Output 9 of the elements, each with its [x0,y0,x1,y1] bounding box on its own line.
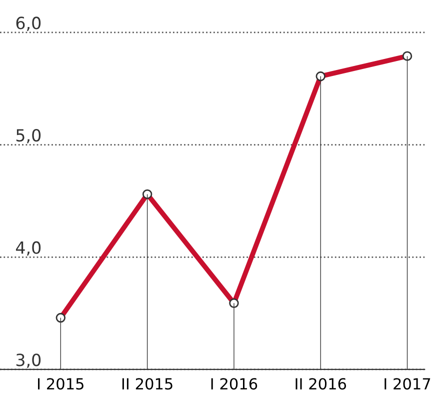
x-tick-label: I 2015 [38,378,84,390]
y-tick-label: 6,0 [16,16,41,31]
x-tick-label: II 2015 [122,378,172,390]
y-tick-label: 4,0 [16,241,41,256]
x-tick-label: I 2016 [211,378,258,390]
x-tick-label: II 2016 [296,378,346,390]
y-tick-label: 5,0 [16,128,41,144]
x-tick-label: I 2017 [384,378,430,390]
y-tick-label: 3,0 [16,354,41,368]
